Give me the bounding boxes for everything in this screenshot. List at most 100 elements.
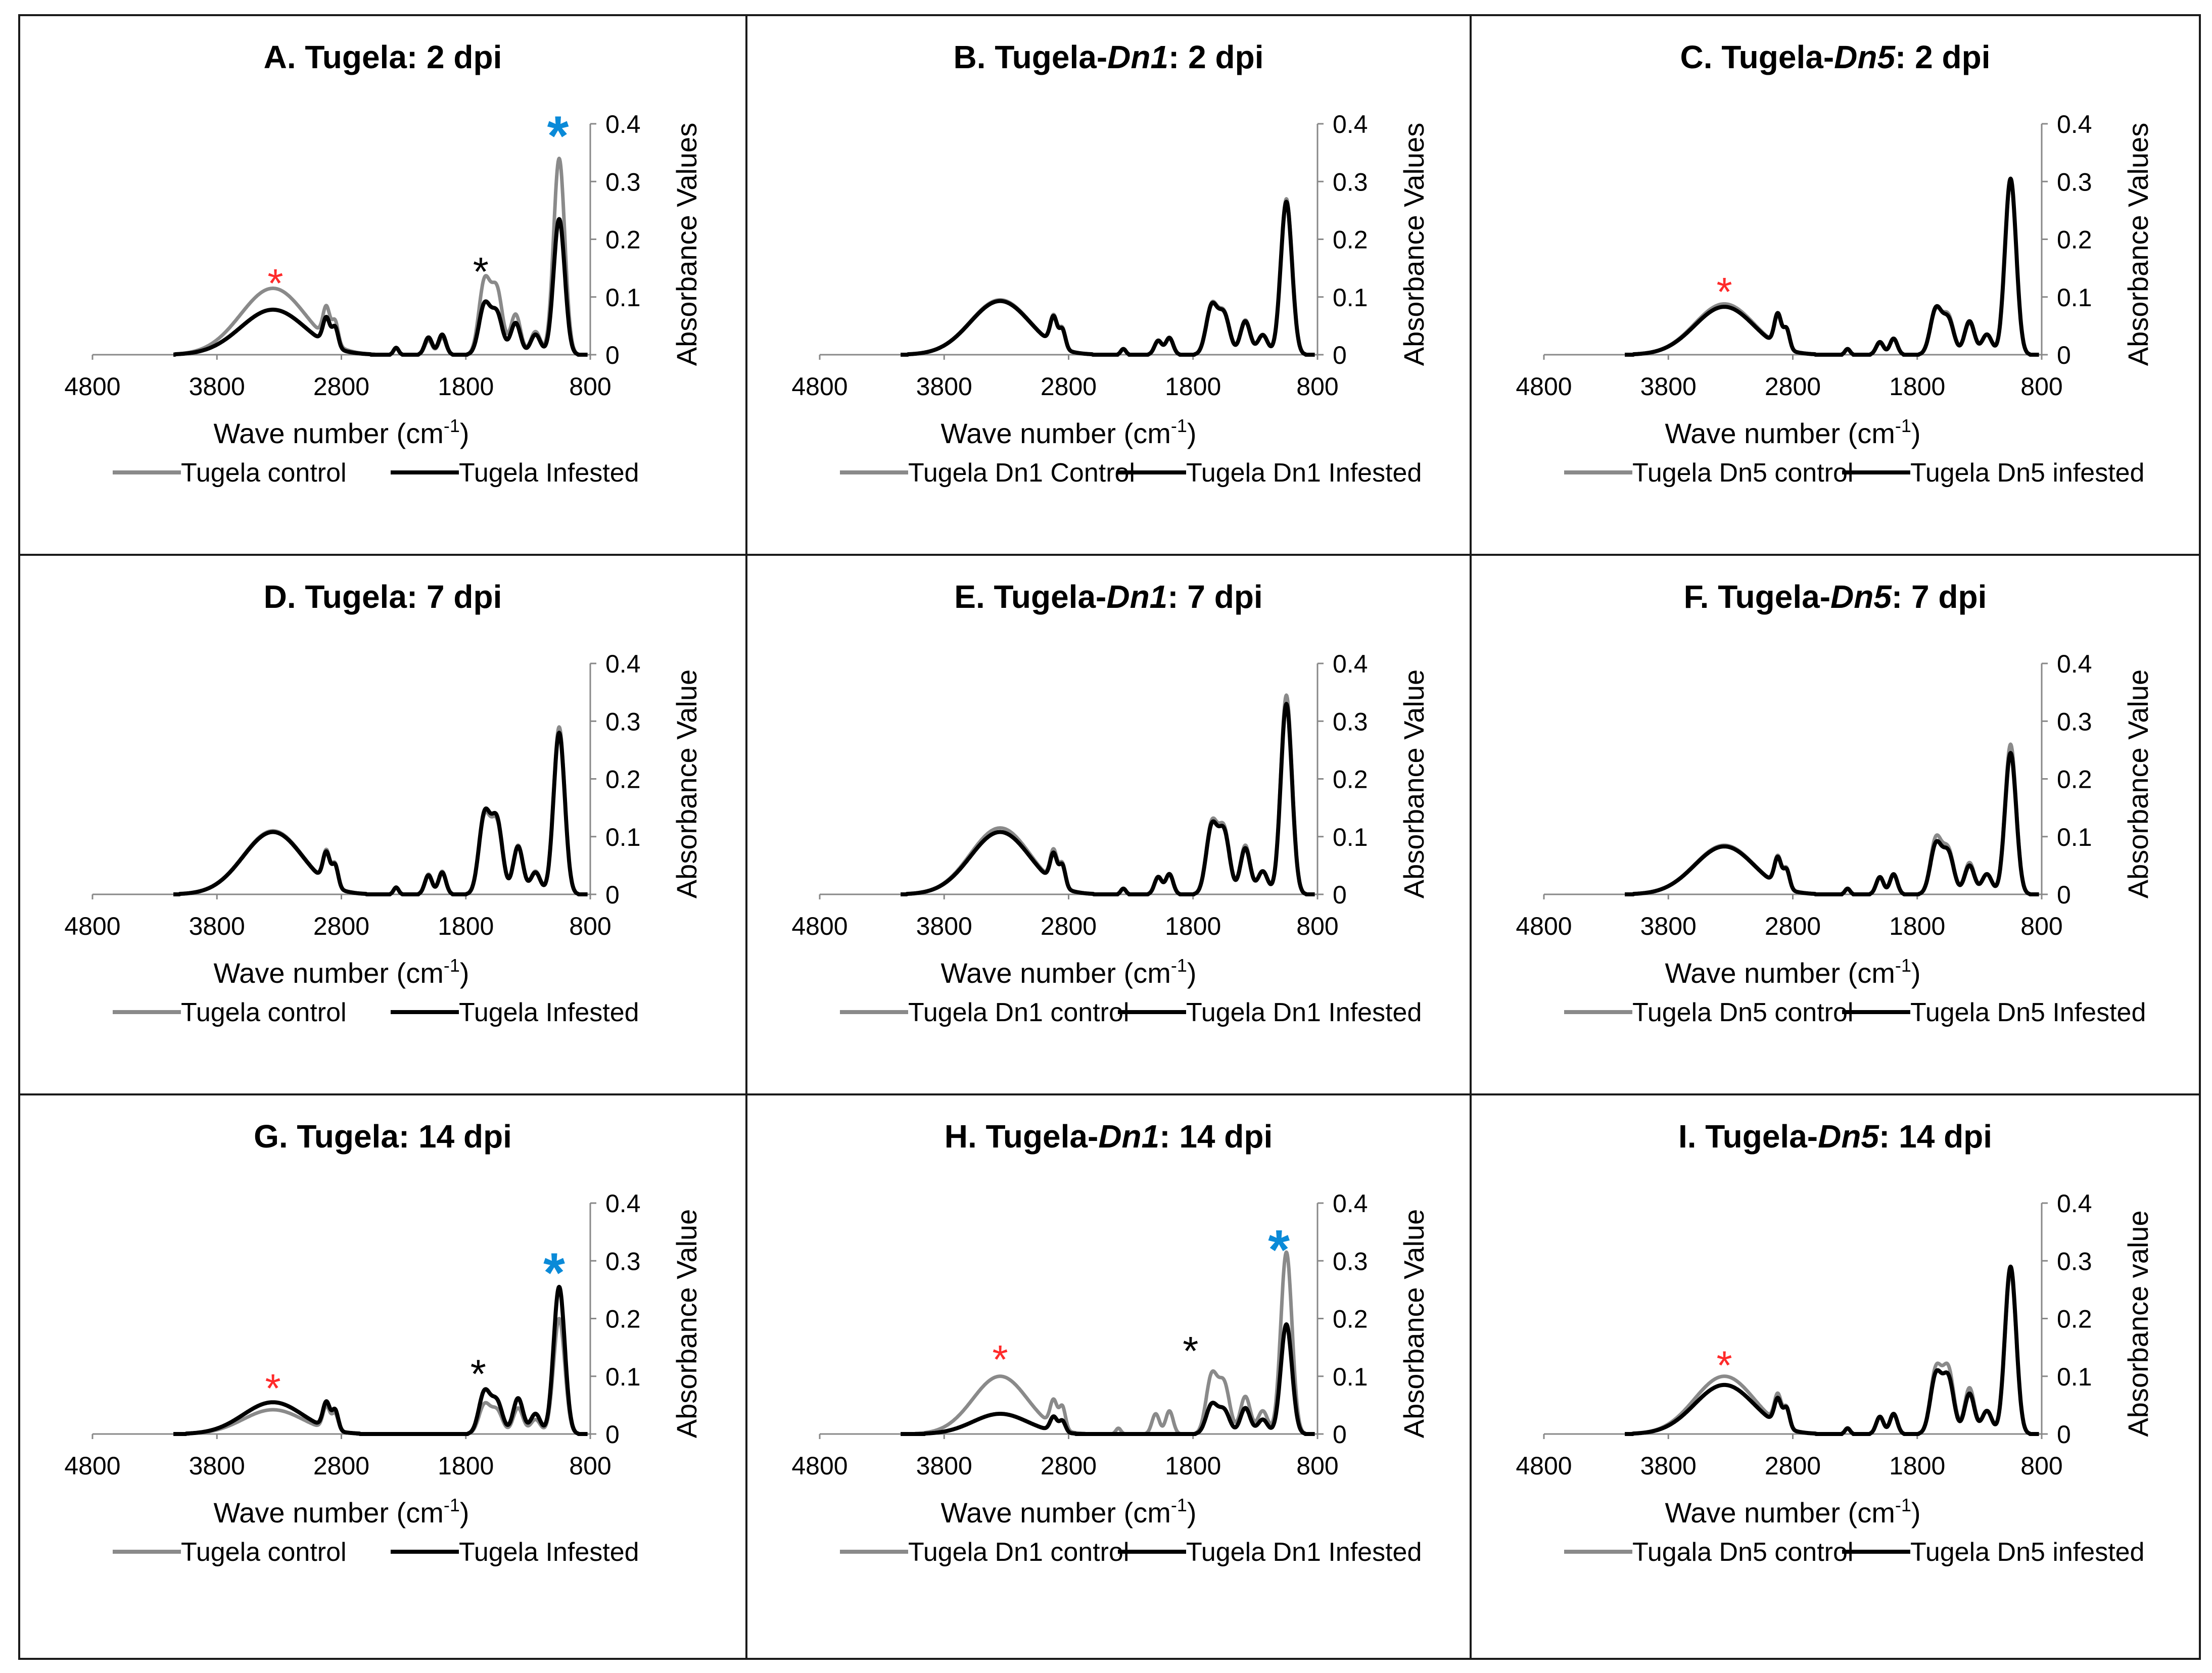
x-axis-label-superscript: -1 [1171, 955, 1187, 976]
legend-label: Tugela Dn1 Control [908, 458, 1135, 488]
x-tick-label: 4800 [64, 1452, 120, 1480]
chart-panel-A: A. Tugela: 2 dpi 0 0.1 0.2 0.3 0.4 4800 3800 280… [64, 39, 702, 488]
legend-label: Tugela Dn1 Infested [1186, 998, 1422, 1027]
x-axis-label: Wave number (cm-1) [940, 415, 1196, 449]
x-axis-label-main: Wave number (cm [940, 417, 1170, 449]
legend-label: Tugela control [181, 998, 347, 1027]
significance-star: * [1183, 1328, 1198, 1373]
x-tick-label: 800 [1296, 912, 1338, 940]
x-axis-label-end: ) [1187, 957, 1197, 989]
y-tick-label: 0.1 [1333, 823, 1368, 851]
x-axis-label-end: ) [1911, 417, 1921, 449]
series-line-infested [172, 217, 589, 357]
x-axis-label-end: ) [460, 417, 469, 449]
significance-star: * [547, 105, 569, 167]
y-axis-label: Absorbance Value [1398, 670, 1430, 899]
y-tick-label: 0 [605, 341, 620, 369]
x-tick-label: 2800 [1765, 372, 1821, 401]
y-tick-label: 0.1 [1333, 1363, 1368, 1391]
legend-label: Tugela Dn5 infested [1910, 1538, 2144, 1567]
x-tick-label: 800 [569, 372, 611, 401]
y-tick-label: 0.1 [605, 823, 641, 851]
x-tick-label: 1800 [1165, 1452, 1221, 1480]
legend-label: Tugela control [181, 458, 347, 488]
x-tick-label: 3800 [916, 912, 972, 940]
x-axis-label-superscript: -1 [1171, 415, 1187, 436]
series-line-infested [1623, 751, 2041, 896]
chart-title-prefix: B. Tugela- [954, 39, 1108, 75]
y-tick-label: 0.4 [605, 1189, 641, 1218]
y-axis-label: Absorbance Value [1398, 1209, 1430, 1439]
y-tick-label: 0.4 [605, 650, 641, 678]
series-line-infested [899, 1322, 1316, 1436]
x-axis-label-end: ) [1187, 1497, 1197, 1528]
chart-panel-I: I. Tugela-Dn5: 14 dpi 0 0.1 0.2 0.3 0.4 4800 38… [1516, 1118, 2154, 1567]
x-tick-label: 4800 [64, 372, 120, 401]
x-tick-label: 4800 [1516, 372, 1572, 401]
y-tick-label: 0 [1333, 341, 1347, 369]
x-tick-label: 2800 [1765, 912, 1821, 940]
x-tick-label: 4800 [1516, 1452, 1572, 1480]
chart-title-suffix: : 7 dpi [1167, 579, 1262, 615]
chart-title-suffix: : 14 dpi [1159, 1118, 1273, 1155]
chart-title-gene: Dn5 [1834, 39, 1896, 75]
y-tick-label: 0.1 [1333, 283, 1368, 312]
chart-panel-C: C. Tugela-Dn5: 2 dpi 0 0.1 0.2 0.3 0.4 4800 380… [1516, 39, 2154, 488]
x-axis-label-superscript: -1 [444, 415, 460, 436]
y-tick-label: 0.4 [2057, 650, 2092, 678]
y-tick-label: 0.4 [605, 110, 641, 138]
x-axis-label-main: Wave number (cm [1665, 417, 1895, 449]
x-tick-label: 2800 [1041, 372, 1097, 401]
y-tick-label: 0.2 [2057, 226, 2092, 254]
legend-label: Tugela Dn1 Infested [1186, 458, 1422, 488]
x-tick-label: 800 [2020, 1452, 2062, 1480]
chart-title: G. Tugela: 14 dpi [254, 1118, 512, 1155]
chart-title-suffix: : 2 dpi [1168, 39, 1263, 75]
y-tick-label: 0 [2057, 881, 2071, 909]
chart-title-prefix: D. Tugela [264, 579, 407, 615]
y-axis-label: Absorbance Values [2122, 123, 2154, 366]
legend-label: Tugala Dn5 control [1632, 1538, 1853, 1567]
x-axis-label-superscript: -1 [1895, 955, 1911, 976]
x-axis-label-main: Wave number (cm [213, 417, 443, 449]
legend-label: Tugela Dn1 control [908, 1538, 1129, 1567]
significance-star: * [1268, 1219, 1290, 1281]
y-tick-label: 0 [2057, 341, 2071, 369]
x-axis-label-end: ) [1911, 1497, 1921, 1528]
x-tick-label: 3800 [189, 1452, 245, 1480]
x-tick-label: 800 [2020, 912, 2062, 940]
legend-label: Tugela Infested [459, 998, 639, 1027]
y-tick-label: 0.1 [2057, 283, 2092, 312]
y-tick-label: 0.1 [2057, 823, 2092, 851]
y-tick-label: 0.4 [2057, 110, 2092, 138]
y-tick-label: 0.2 [1333, 766, 1368, 794]
x-tick-label: 2800 [1041, 1452, 1097, 1480]
chart-title: I. Tugela-Dn5: 14 dpi [1678, 1118, 1992, 1155]
x-tick-label: 3800 [1640, 372, 1697, 401]
x-tick-label: 3800 [1640, 1452, 1697, 1480]
y-tick-label: 0.4 [2057, 1189, 2092, 1218]
chart-title-prefix: E. Tugela- [954, 579, 1106, 615]
y-tick-label: 0.1 [605, 283, 641, 312]
chart-title-gene: Dn5 [1818, 1118, 1879, 1155]
legend-label: Tugela Dn5 control [1632, 998, 1853, 1027]
legend-label: Tugela Dn1 Infested [1186, 1538, 1422, 1567]
y-axis-label: Absorbance Value [671, 1209, 702, 1439]
y-tick-label: 0 [2057, 1420, 2071, 1449]
y-axis-label: Absorbance Values [1398, 123, 1430, 366]
series-line-infested [172, 1284, 589, 1436]
chart-title: D. Tugela: 7 dpi [264, 579, 502, 615]
legend-label: Tugela Dn5 control [1632, 458, 1853, 488]
x-axis-label-end: ) [460, 1497, 469, 1528]
chart-title-gene: Dn5 [1830, 579, 1892, 615]
y-tick-label: 0 [1333, 881, 1347, 909]
x-axis-label-superscript: -1 [444, 1495, 460, 1515]
x-axis-label-superscript: -1 [1171, 1495, 1187, 1515]
y-axis-label: Absorbance value [2122, 1210, 2154, 1437]
y-tick-label: 0.3 [1333, 168, 1368, 196]
x-tick-label: 4800 [64, 912, 120, 940]
x-axis-label-main: Wave number (cm [1665, 957, 1895, 989]
y-tick-label: 0.2 [605, 1305, 641, 1333]
x-axis-label: Wave number (cm-1) [213, 415, 469, 449]
series-line-infested [1623, 176, 2041, 357]
